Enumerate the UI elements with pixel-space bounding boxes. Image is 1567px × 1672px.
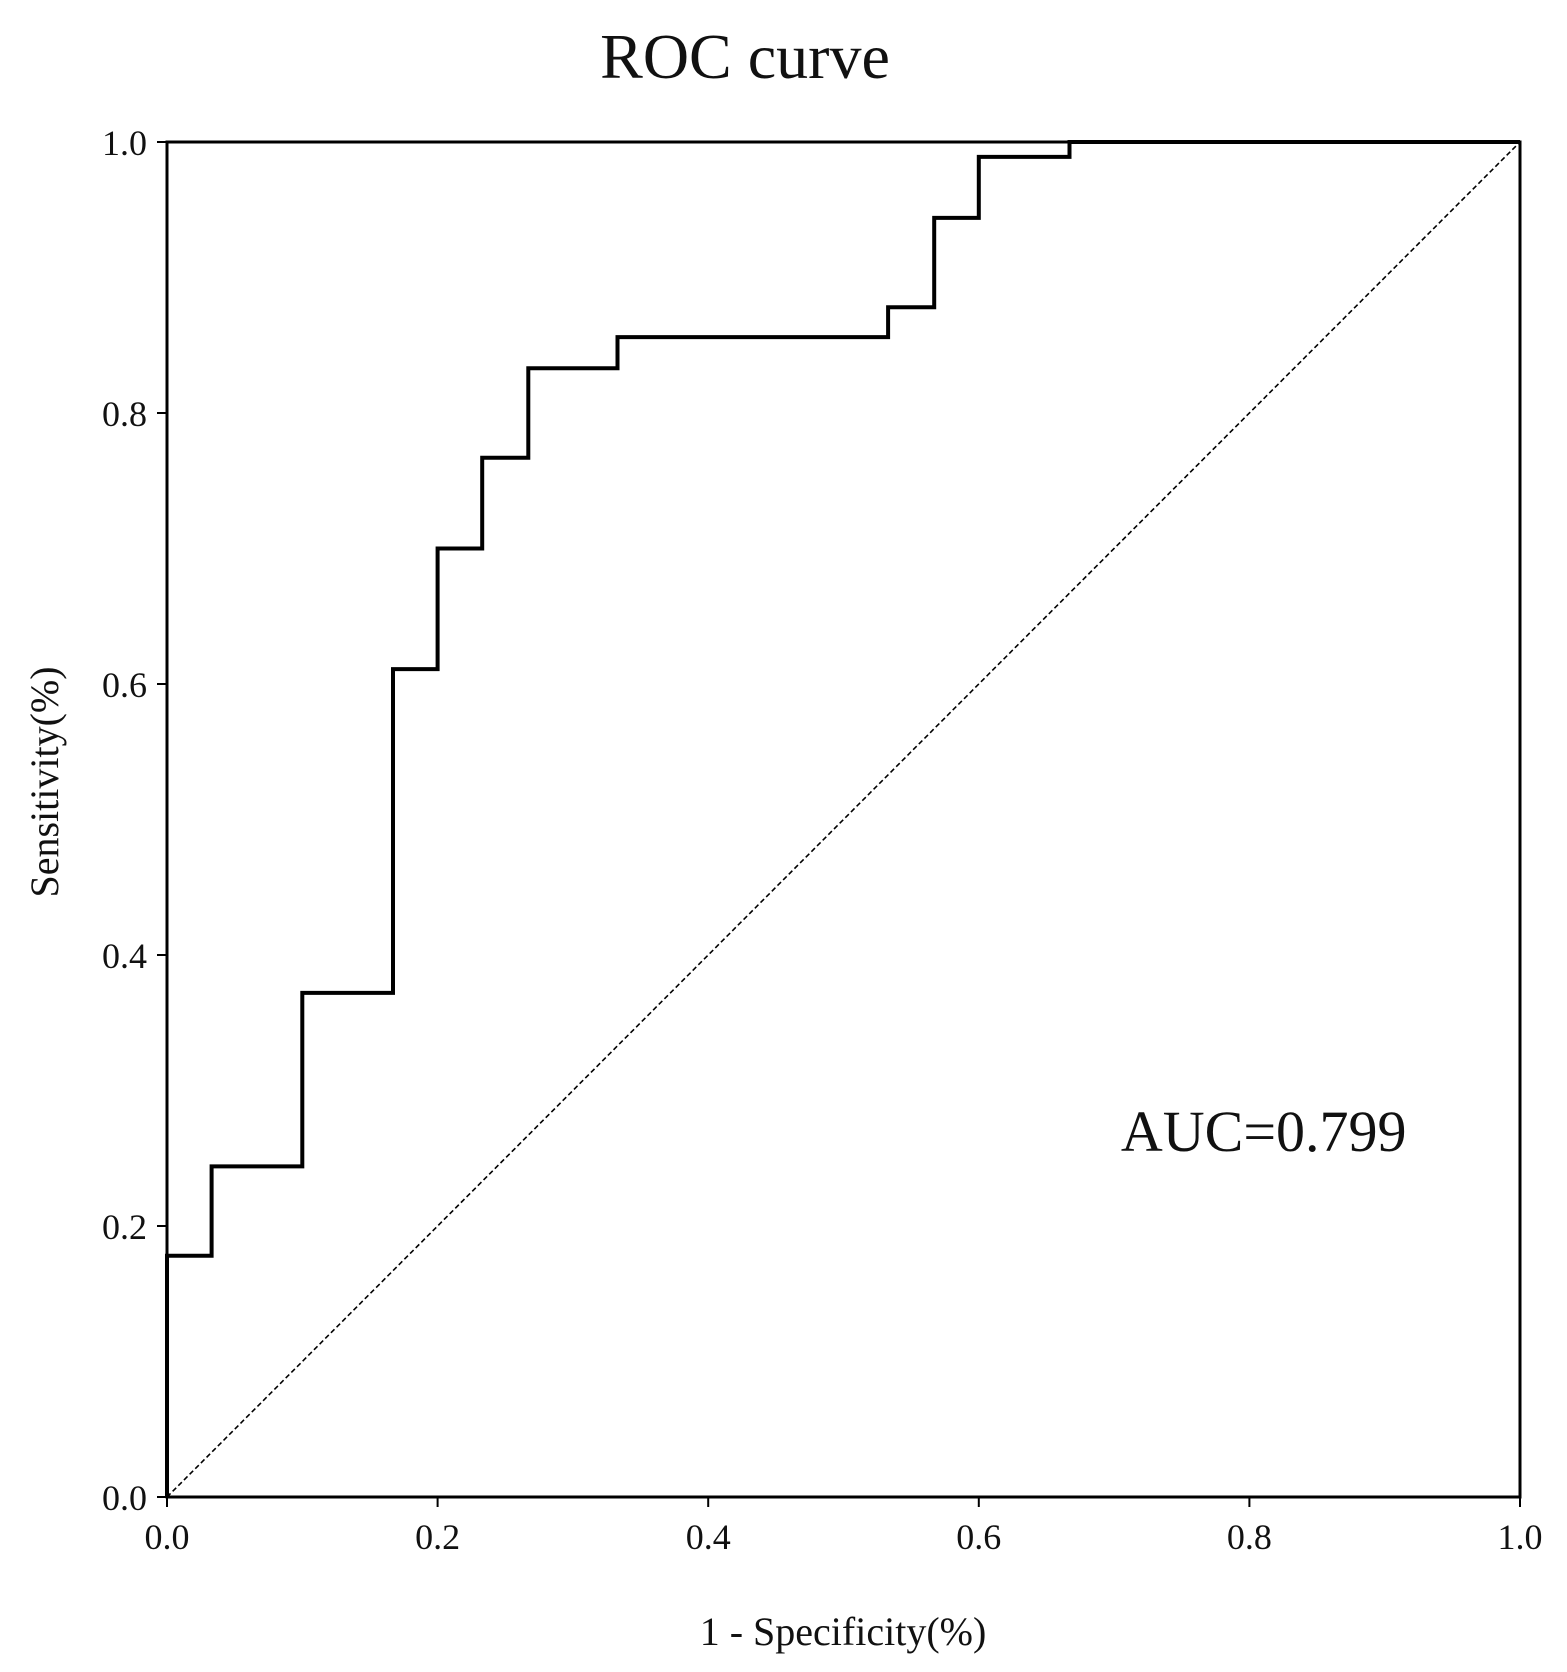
roc-curve-line <box>165 140 1520 1497</box>
y-tick-label: 1.0 <box>102 123 147 163</box>
plot-frame <box>165 140 1522 1499</box>
series-layer <box>165 140 1521 1498</box>
reference-diagonal-line <box>166 141 1521 1498</box>
y-axis-ticks: 0.0 0.2 0.4 0.6 0.8 1.0 <box>102 123 167 1518</box>
x-tick-label: 1.0 <box>1498 1517 1543 1557</box>
y-tick-label: 0.2 <box>102 1207 147 1247</box>
x-tick-label: 0.2 <box>415 1517 460 1557</box>
y-axis-label: Sensitivity(%) <box>22 666 67 897</box>
annotation-layer: AUC=0.799 <box>1121 1099 1407 1164</box>
auc-annotation: AUC=0.799 <box>1121 1099 1407 1164</box>
x-tick-label: 0.6 <box>956 1517 1001 1557</box>
x-tick-label: 0.0 <box>145 1517 190 1557</box>
y-tick-label: 0.8 <box>102 394 147 434</box>
x-tick-label: 0.8 <box>1227 1517 1272 1557</box>
x-axis-label: 1 - Specificity(%) <box>700 1609 987 1654</box>
x-axis-ticks: 0.0 0.2 0.4 0.6 0.8 1.0 <box>145 1497 1543 1557</box>
x-tick-label: 0.4 <box>686 1517 731 1557</box>
y-tick-label: 0.6 <box>102 665 147 705</box>
y-tick-label: 0.0 <box>102 1478 147 1518</box>
y-tick-label: 0.4 <box>102 936 147 976</box>
chart-title: ROC curve <box>600 21 890 92</box>
